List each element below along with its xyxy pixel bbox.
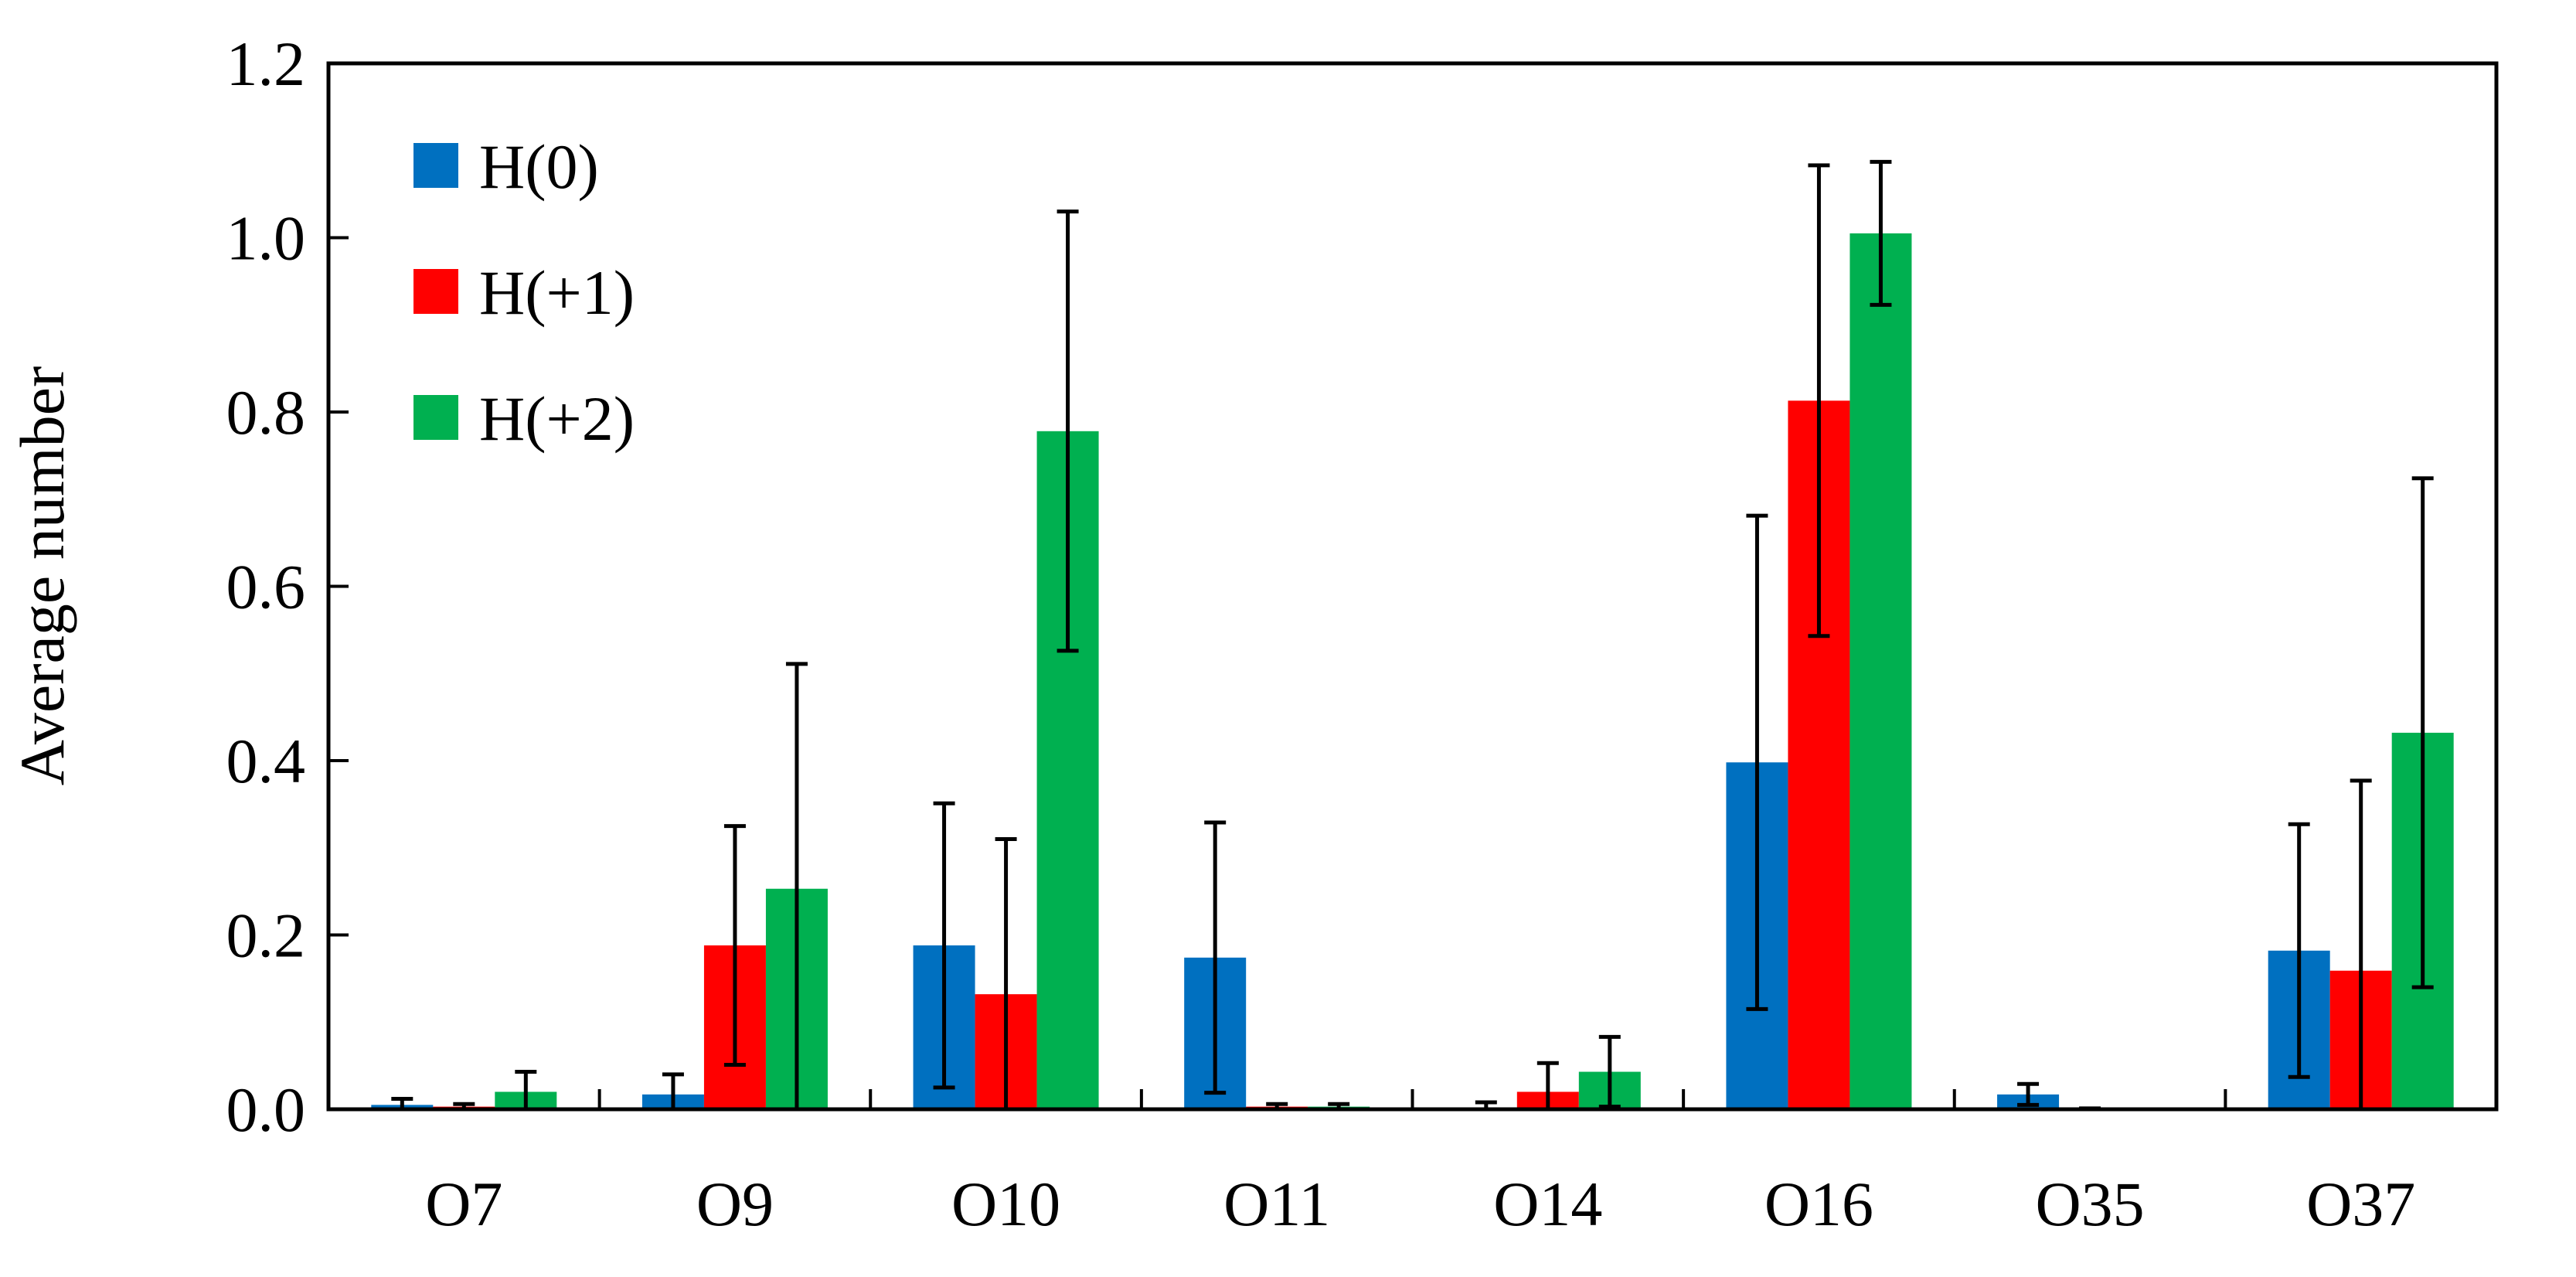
legend-swatch (413, 395, 458, 440)
legend-label: H(0) (479, 131, 599, 202)
y-axis-title: Average number (7, 366, 77, 786)
y-axis: 0.0 0.2 0.4 0.6 0.8 1.0 1.2 (226, 29, 349, 1145)
x-category-label: O11 (1223, 1169, 1330, 1239)
x-category-label: O16 (1764, 1169, 1873, 1239)
y-tick-label: 0.0 (226, 1074, 306, 1145)
legend-label: H(+1) (479, 257, 635, 328)
x-category-label: O37 (2306, 1169, 2415, 1239)
y-tick-label: 1.2 (226, 29, 306, 99)
x-category-label: O14 (1493, 1169, 1602, 1239)
bars-group (371, 233, 2454, 1109)
x-category-label: O10 (951, 1169, 1060, 1239)
y-tick-label: 0.6 (226, 552, 306, 622)
legend: H(0) H(+1) H(+2) (413, 131, 635, 454)
y-tick-label: 0.2 (226, 901, 306, 971)
error-bars-group (391, 159, 2434, 1112)
bar (1849, 233, 1912, 1109)
legend-swatch (413, 143, 458, 188)
legend-label: H(+2) (479, 383, 635, 454)
plot-frame (326, 61, 2499, 1112)
x-category-label: O7 (425, 1169, 502, 1239)
x-category-label: O35 (2035, 1169, 2144, 1239)
x-axis: O7 O9 O10 O11 O14 O16 O35 O37 (425, 1089, 2415, 1239)
x-category-label: O9 (696, 1169, 774, 1239)
legend-swatch (413, 269, 458, 314)
y-tick-label: 0.8 (226, 377, 306, 448)
y-tick-label: 1.0 (226, 203, 306, 274)
y-tick-label: 0.4 (226, 726, 306, 796)
